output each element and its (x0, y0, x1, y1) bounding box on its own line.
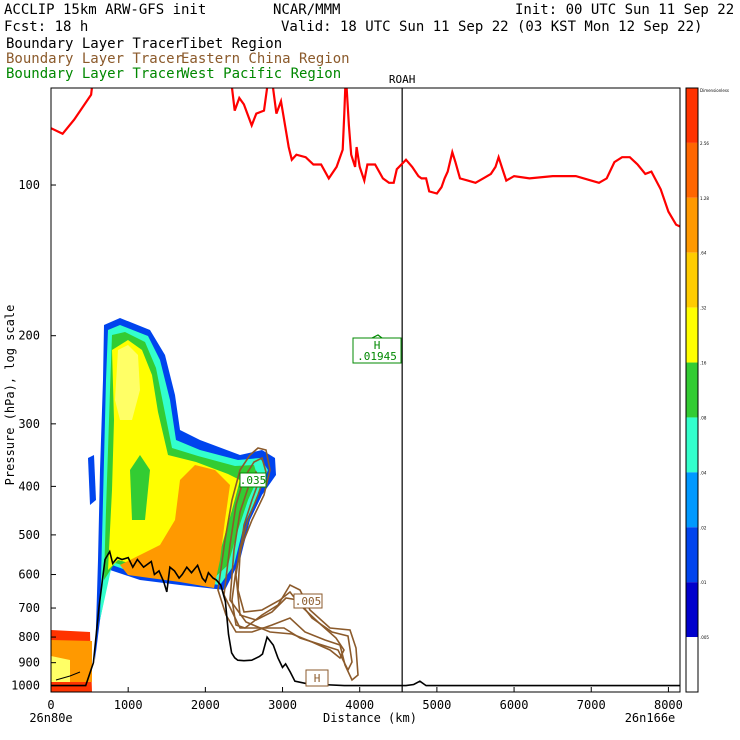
colorbar-segment (686, 252, 698, 308)
x-tick-label: 8000 (654, 698, 683, 712)
x-tick-label: 1000 (114, 698, 143, 712)
y-tick-label: 900 (18, 656, 40, 670)
colorbar-label: .04 (700, 470, 707, 475)
x-tick-label: 3000 (268, 698, 297, 712)
x-tick-label: 6000 (500, 698, 529, 712)
y-tick-label: 1000 (11, 679, 40, 693)
colorbar-segment (686, 472, 698, 528)
max-annotation-h: H (374, 339, 381, 352)
colorbar-segment (686, 582, 698, 638)
tracer-pacific-name: Boundary Layer Tracer (6, 66, 183, 82)
tracer-fill-green-strip (130, 455, 150, 520)
label-h-box (305, 669, 329, 687)
colorbar-label: 1.28 (700, 196, 709, 201)
valid-time: Valid: 18 UTC Sun 11 Sep 22 (03 KST Mon … (281, 19, 702, 35)
colorbar-label: .08 (700, 415, 707, 420)
colorbar-segment (686, 142, 698, 198)
colorbar-label: .32 (700, 306, 707, 311)
colorbar: Dimensionless 2.56 1.28 .64 .32 .16 .08 .04 .02.… (685, 87, 729, 693)
y-tick-label: 300 (18, 417, 40, 431)
colorbar-label: 2.56 (700, 141, 709, 146)
station-label: ROAH (389, 73, 416, 86)
model-title: ACCLIP 15km ARW-GFS init (4, 2, 206, 18)
tracer-china-name: Boundary Layer Tracer (6, 51, 183, 67)
tracer-fill-orange (120, 465, 230, 588)
y-tick-label: 500 (18, 528, 40, 542)
y-tick-label: 200 (18, 329, 40, 343)
tropopause-line (51, 88, 680, 228)
colorbar-segment (686, 307, 698, 363)
x-tick-label: 2000 (191, 698, 220, 712)
tracer-china-region: Eastern China Region (181, 51, 350, 67)
x-axis-start-label: 26n80e (29, 711, 72, 725)
colorbar-label: .64 (700, 251, 707, 256)
x-tick-label: 0 (47, 698, 54, 712)
label-005: .005 (293, 593, 323, 609)
colorbar-segment (686, 637, 698, 692)
forecast-hour: Fcst: 18 h (4, 19, 88, 35)
colorbar-segment (686, 197, 698, 253)
label-005-box (293, 593, 323, 609)
colorbar-label: .005 (700, 635, 709, 640)
x-tick-label: 5000 (422, 698, 451, 712)
colorbar-segment (686, 417, 698, 473)
colorbar-segment (686, 362, 698, 418)
colorbar-label: Dimensionless (700, 88, 729, 93)
label-005-text: .005 (295, 595, 322, 608)
max-annotation-box (352, 337, 402, 364)
y-tick-label: 800 (18, 630, 40, 644)
tracer-fill-yellow-core (115, 345, 140, 420)
plot-area (51, 88, 680, 692)
x-axis: 0 1000 2000 3000 4000 5000 6000 7000 8000 (47, 687, 683, 712)
y-axis: 100 200 300 400 500 600 700 800 900 1000 (11, 178, 56, 693)
y-tick-label: 700 (18, 601, 40, 615)
init-time: Init: 00 UTC Sun 11 Sep 22 (515, 2, 734, 18)
colorbar-segment (686, 88, 698, 143)
x-axis-end-label: 26n166e (625, 711, 676, 725)
tracer-tibet-name: Boundary Layer Tracer (6, 36, 183, 52)
colorbar-label: .02 (700, 525, 707, 530)
tibet-tracer-contour (55, 671, 81, 681)
y-tick-label: 400 (18, 479, 40, 493)
tracer-fill-yellow-low (51, 656, 70, 682)
tracer-fill-blue-spot (88, 455, 96, 505)
y-tick-label: 600 (18, 568, 40, 582)
colorbar-frame (685, 87, 699, 693)
y-axis-label: Pressure (hPa), log scale (3, 305, 17, 486)
label-035-box (239, 472, 267, 488)
max-annotation: H .01945 (352, 337, 402, 364)
y-tick-label: 100 (18, 178, 40, 192)
label-035-text: .035 (240, 474, 267, 487)
tibet-tracer-field (51, 318, 276, 692)
terrain-line (51, 549, 680, 687)
label-035: .035 (239, 472, 267, 488)
colorbar-label: .01 (700, 580, 707, 585)
label-h: H (305, 669, 329, 687)
colorbar-segment (686, 527, 698, 583)
china-tracer-contours (217, 447, 359, 682)
chart-header: ACCLIP 15km ARW-GFS init NCAR/MMM Init: … (4, 2, 734, 82)
x-tick-label: 7000 (577, 698, 606, 712)
x-axis-label: Distance (km) (323, 711, 417, 725)
tracer-tibet-region: Tibet Region (181, 36, 282, 52)
plot-frame (50, 87, 681, 693)
colorbar-label: .16 (700, 361, 707, 366)
org-label: NCAR/MMM (273, 2, 340, 18)
label-h-text: H (314, 672, 321, 685)
max-annotation-value: .01945 (357, 350, 397, 363)
tracer-pacific-region: West Pacific Region (181, 66, 341, 82)
x-tick-label: 4000 (345, 698, 374, 712)
pacific-tracer-contour (371, 334, 383, 339)
